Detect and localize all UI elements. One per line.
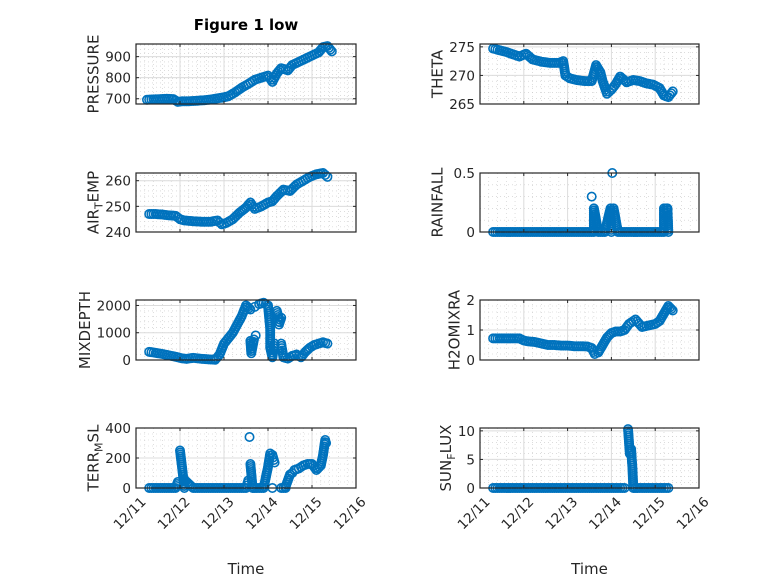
y-axis-label-text: SL (85, 424, 103, 443)
data-series-MIXDEPTH (144, 297, 333, 365)
data-point (276, 312, 287, 323)
y-tick-label: 5 (466, 452, 475, 468)
y-axis-label: AIRTEMP (85, 171, 106, 234)
data-point (269, 457, 280, 468)
y-tick-label: 0 (466, 353, 475, 369)
y-tick-label: 265 (449, 97, 475, 113)
data-series-H2OMIXRA (488, 300, 678, 359)
data-point (243, 303, 254, 314)
data-point (667, 86, 678, 97)
y-axis-label: PRESSURE (85, 35, 103, 114)
data-point (320, 169, 331, 180)
y-axis-label-text: PRESSURE (85, 35, 103, 114)
y-tick-label: 0 (122, 353, 131, 369)
y-tick-label: 260 (105, 174, 131, 190)
axes-frame (479, 172, 700, 233)
y-axis-label-text: THETA (429, 49, 447, 99)
y-tick-label: 0 (466, 225, 475, 241)
y-tick-label: 270 (449, 68, 475, 84)
axes-frame (135, 172, 357, 233)
y-tick-label: 240 (105, 225, 131, 241)
data-point (586, 191, 597, 202)
data-point (326, 46, 337, 57)
y-tick-label: 400 (105, 421, 131, 437)
figure-title: Figure 1 low (194, 16, 299, 34)
data-point (666, 303, 677, 314)
axes-frame (479, 43, 700, 105)
axes-frame (479, 427, 700, 489)
y-tick-label: 700 (105, 92, 131, 108)
data-point (666, 88, 677, 99)
data-point (250, 330, 261, 341)
y-tick-label: 0.5 (454, 166, 475, 182)
y-tick-label: 1000 (97, 326, 131, 342)
y-tick-label: 1 (466, 323, 475, 339)
y-tick-label: 0 (466, 481, 475, 497)
data-point (322, 338, 333, 349)
y-tick-label: 800 (105, 71, 131, 87)
data-point (325, 44, 336, 55)
y-axis-label-subscript: F (445, 453, 458, 459)
data-point (664, 302, 675, 313)
data-point (321, 437, 332, 448)
y-axis-label-text: MIXDEPTH (76, 291, 94, 369)
y-axis-label-text: EMP (85, 171, 103, 202)
y-tick-label: 0 (122, 481, 131, 497)
axes-frame (135, 43, 357, 105)
data-point (667, 305, 678, 316)
y-axis-label-subscript: M (92, 442, 105, 452)
y-axis-label-text: RAINFALL (429, 167, 447, 238)
y-axis-label-text: AIR (85, 209, 103, 234)
y-tick-label: 2 (466, 293, 475, 309)
y-axis-label-text: SUN (437, 460, 455, 492)
axes-background (480, 428, 699, 488)
y-axis-label: H2OMIXRA (446, 289, 464, 370)
y-axis-label-text: H2OMIXRA (446, 289, 464, 370)
y-tick-label: 2000 (97, 298, 131, 314)
y-tick-label: 275 (449, 40, 475, 56)
data-point (244, 431, 255, 442)
x-axis-label: Time (227, 560, 265, 578)
y-tick-label: 250 (105, 199, 131, 215)
y-tick-label: 200 (105, 451, 131, 467)
y-tick-label: 10 (458, 424, 475, 440)
y-axis-label-text: TERR (85, 452, 103, 493)
x-axis-label: Time (570, 560, 608, 578)
y-axis-label: SUNFLUX (437, 425, 458, 492)
y-tick-label: 900 (105, 50, 131, 66)
y-axis-label: THETA (429, 49, 447, 99)
data-point (628, 315, 639, 326)
y-axis-label: RAINFALL (429, 167, 447, 238)
axes-frame (135, 299, 357, 361)
data-point (242, 301, 253, 312)
y-axis-label: TERRMSL (85, 424, 106, 493)
axes-background (136, 44, 356, 104)
y-axis-label-subscript: T (92, 202, 105, 210)
data-series-THETA (488, 43, 678, 103)
y-axis-label-text: LUX (437, 425, 455, 454)
subplot-row2-right: 0 0.5 RAINFALL (429, 166, 700, 241)
y-axis-label: MIXDEPTH (76, 291, 94, 369)
data-point (269, 338, 280, 349)
